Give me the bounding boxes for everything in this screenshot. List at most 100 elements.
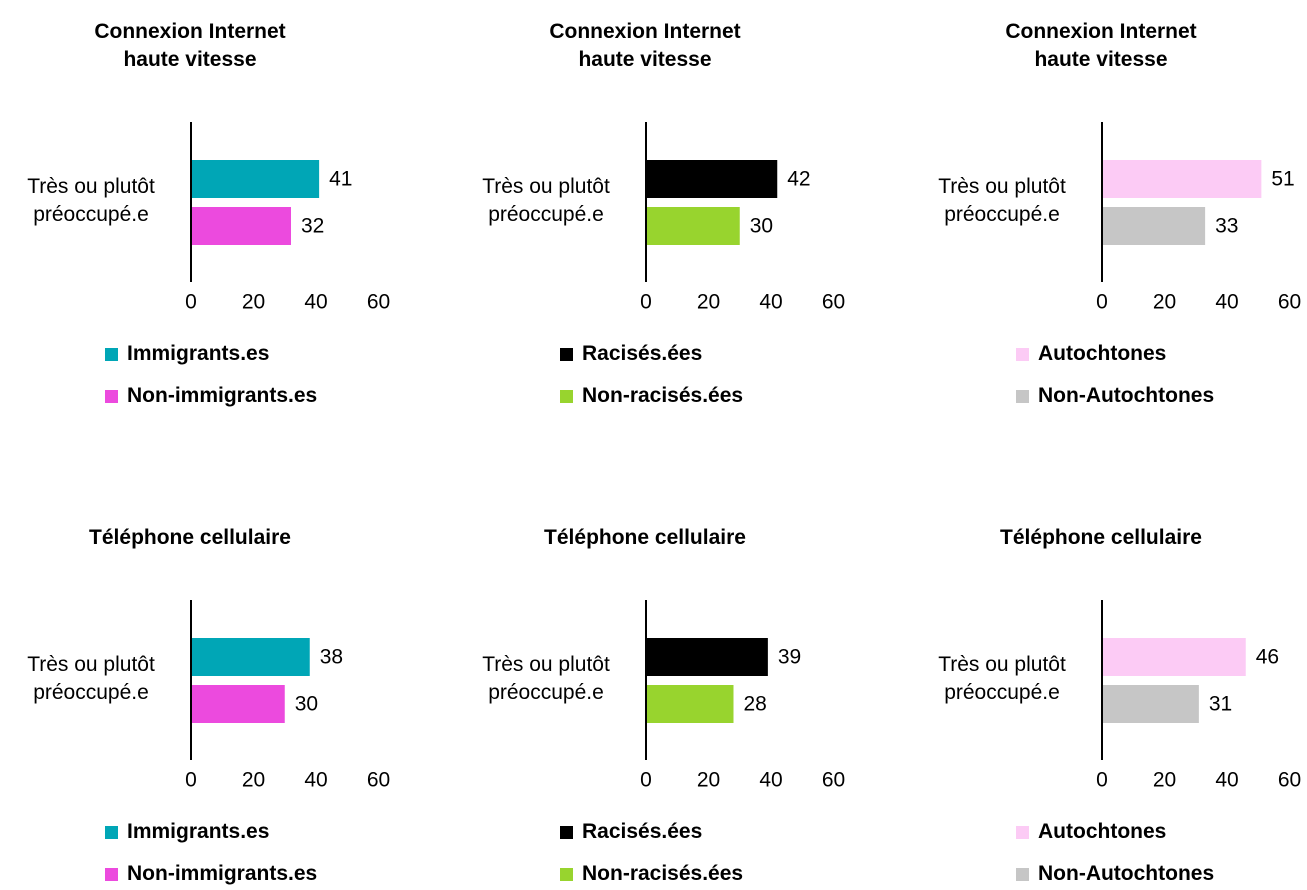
value-label: 42 xyxy=(787,168,810,191)
legend-item: Non-Autochtones xyxy=(1016,384,1214,408)
chart-title: Connexion Internet haute vitesse xyxy=(549,20,741,71)
bar xyxy=(191,685,285,723)
legend-item: Non-Autochtones xyxy=(1016,862,1214,886)
value-label: 51 xyxy=(1271,168,1294,191)
x-tick-label: 0 xyxy=(1096,769,1108,792)
x-tick-label: 20 xyxy=(242,769,265,792)
chart-title: Téléphone cellulaire xyxy=(1000,526,1202,549)
x-tick-label: 0 xyxy=(185,769,197,792)
x-tick-label: 60 xyxy=(1278,769,1301,792)
bar xyxy=(646,207,740,245)
x-tick-label: 0 xyxy=(640,291,652,314)
value-label: 39 xyxy=(778,646,801,669)
category-label: Très ou plutôt préoccupé.e xyxy=(27,653,155,704)
legend-label: Non-immigrants.es xyxy=(127,862,318,885)
x-tick-label: 60 xyxy=(822,769,845,792)
legend-item: Autochtones xyxy=(1016,820,1166,844)
legend-swatch xyxy=(105,347,118,361)
x-tick-label: 40 xyxy=(759,769,782,792)
legend-label: Immigrants.es xyxy=(127,820,270,843)
legend-item: Non-racisés.ées xyxy=(560,862,743,886)
chart: 0 20 40 60 39 28 xyxy=(640,600,845,792)
legend-swatch xyxy=(560,389,573,403)
legend-label: Non-Autochtones xyxy=(1038,384,1215,407)
chart-panel: 0 20 40 60 42 30 Connexion Internet haute vite… xyxy=(455,0,885,445)
legend-swatch xyxy=(105,825,118,839)
bar xyxy=(646,160,778,198)
x-tick-label: 40 xyxy=(759,291,782,314)
value-label: 41 xyxy=(329,168,352,191)
x-tick-label: 60 xyxy=(367,291,390,314)
legend-item: Non-racisés.ées xyxy=(560,384,743,408)
legend-label: Racisés.ées xyxy=(582,820,703,843)
x-tick-label: 60 xyxy=(367,769,390,792)
legend-item: Racisés.ées xyxy=(560,342,702,366)
legend-swatch xyxy=(1016,825,1029,839)
legend-swatch xyxy=(105,389,118,403)
chart-panel: 0 20 40 60 46 31 Téléphone cellulaire Très ou p… xyxy=(911,478,1307,890)
bar xyxy=(191,638,310,676)
value-label: 30 xyxy=(295,693,318,716)
chart-title: Connexion Internet haute vitesse xyxy=(94,20,286,71)
bar xyxy=(191,207,291,245)
bar xyxy=(1102,160,1262,198)
legend-label: Non-immigrants.es xyxy=(127,384,318,407)
category-label: Très ou plutôt préoccupé.e xyxy=(27,175,155,226)
chart-panel: 0 20 40 60 41 32 Connexion Internet haute vite… xyxy=(0,0,430,445)
x-tick-label: 60 xyxy=(1278,291,1301,314)
legend-swatch xyxy=(1016,867,1029,881)
chart: 0 20 40 60 38 30 xyxy=(185,600,390,792)
bar xyxy=(1102,685,1199,723)
chart-panel: 0 20 40 60 38 30 Téléphone cellulaire Très ou p… xyxy=(0,478,430,890)
x-tick-label: 20 xyxy=(1153,291,1176,314)
bar xyxy=(1102,638,1246,676)
bar xyxy=(646,638,768,676)
legend-label: Racisés.ées xyxy=(582,342,703,365)
legend-swatch xyxy=(560,347,573,361)
x-tick-label: 40 xyxy=(1215,769,1238,792)
value-label: 31 xyxy=(1209,693,1232,716)
bar xyxy=(1102,207,1206,245)
legend-swatch xyxy=(1016,389,1029,403)
x-tick-label: 0 xyxy=(1096,291,1108,314)
legend-label: Non-racisés.ées xyxy=(582,862,744,885)
category-label: Très ou plutôt préoccupé.e xyxy=(938,653,1066,704)
category-label: Très ou plutôt préoccupé.e xyxy=(482,175,610,226)
chart-panel: 0 20 40 60 51 33 Connexion Internet haute vite… xyxy=(911,0,1307,445)
category-label: Très ou plutôt préoccupé.e xyxy=(482,653,610,704)
value-label: 28 xyxy=(744,693,767,716)
legend-label: Non-Autochtones xyxy=(1038,862,1215,885)
legend-item: Immigrants.es xyxy=(105,820,269,844)
x-tick-label: 20 xyxy=(697,769,720,792)
legend-swatch xyxy=(105,867,118,881)
legend-item: Non-immigrants.es xyxy=(105,862,317,886)
x-tick-label: 20 xyxy=(242,291,265,314)
legend-item: Racisés.ées xyxy=(560,820,702,844)
x-tick-label: 40 xyxy=(1215,291,1238,314)
chart-title: Téléphone cellulaire xyxy=(89,526,291,549)
legend-swatch xyxy=(560,825,573,839)
legend-label: Immigrants.es xyxy=(127,342,270,365)
value-label: 46 xyxy=(1256,646,1279,669)
bar xyxy=(646,685,734,723)
value-label: 30 xyxy=(750,215,773,238)
legend-label: Non-racisés.ées xyxy=(582,384,744,407)
x-tick-label: 0 xyxy=(640,769,652,792)
bar xyxy=(191,160,320,198)
legend-swatch xyxy=(560,867,573,881)
value-label: 32 xyxy=(301,215,324,238)
chart: 0 20 40 60 42 30 xyxy=(640,122,845,314)
x-tick-label: 60 xyxy=(822,291,845,314)
chart: 0 20 40 60 51 33 xyxy=(1096,122,1301,314)
chart-title: Connexion Internet haute vitesse xyxy=(1005,20,1197,71)
chart-title: Téléphone cellulaire xyxy=(544,526,746,549)
value-label: 33 xyxy=(1215,215,1238,238)
legend-item: Non-immigrants.es xyxy=(105,384,317,408)
legend-item: Immigrants.es xyxy=(105,342,269,366)
x-tick-label: 20 xyxy=(697,291,720,314)
x-tick-label: 0 xyxy=(185,291,197,314)
legend-label: Autochtones xyxy=(1038,820,1167,843)
value-label: 38 xyxy=(320,646,343,669)
legend-swatch xyxy=(1016,347,1029,361)
